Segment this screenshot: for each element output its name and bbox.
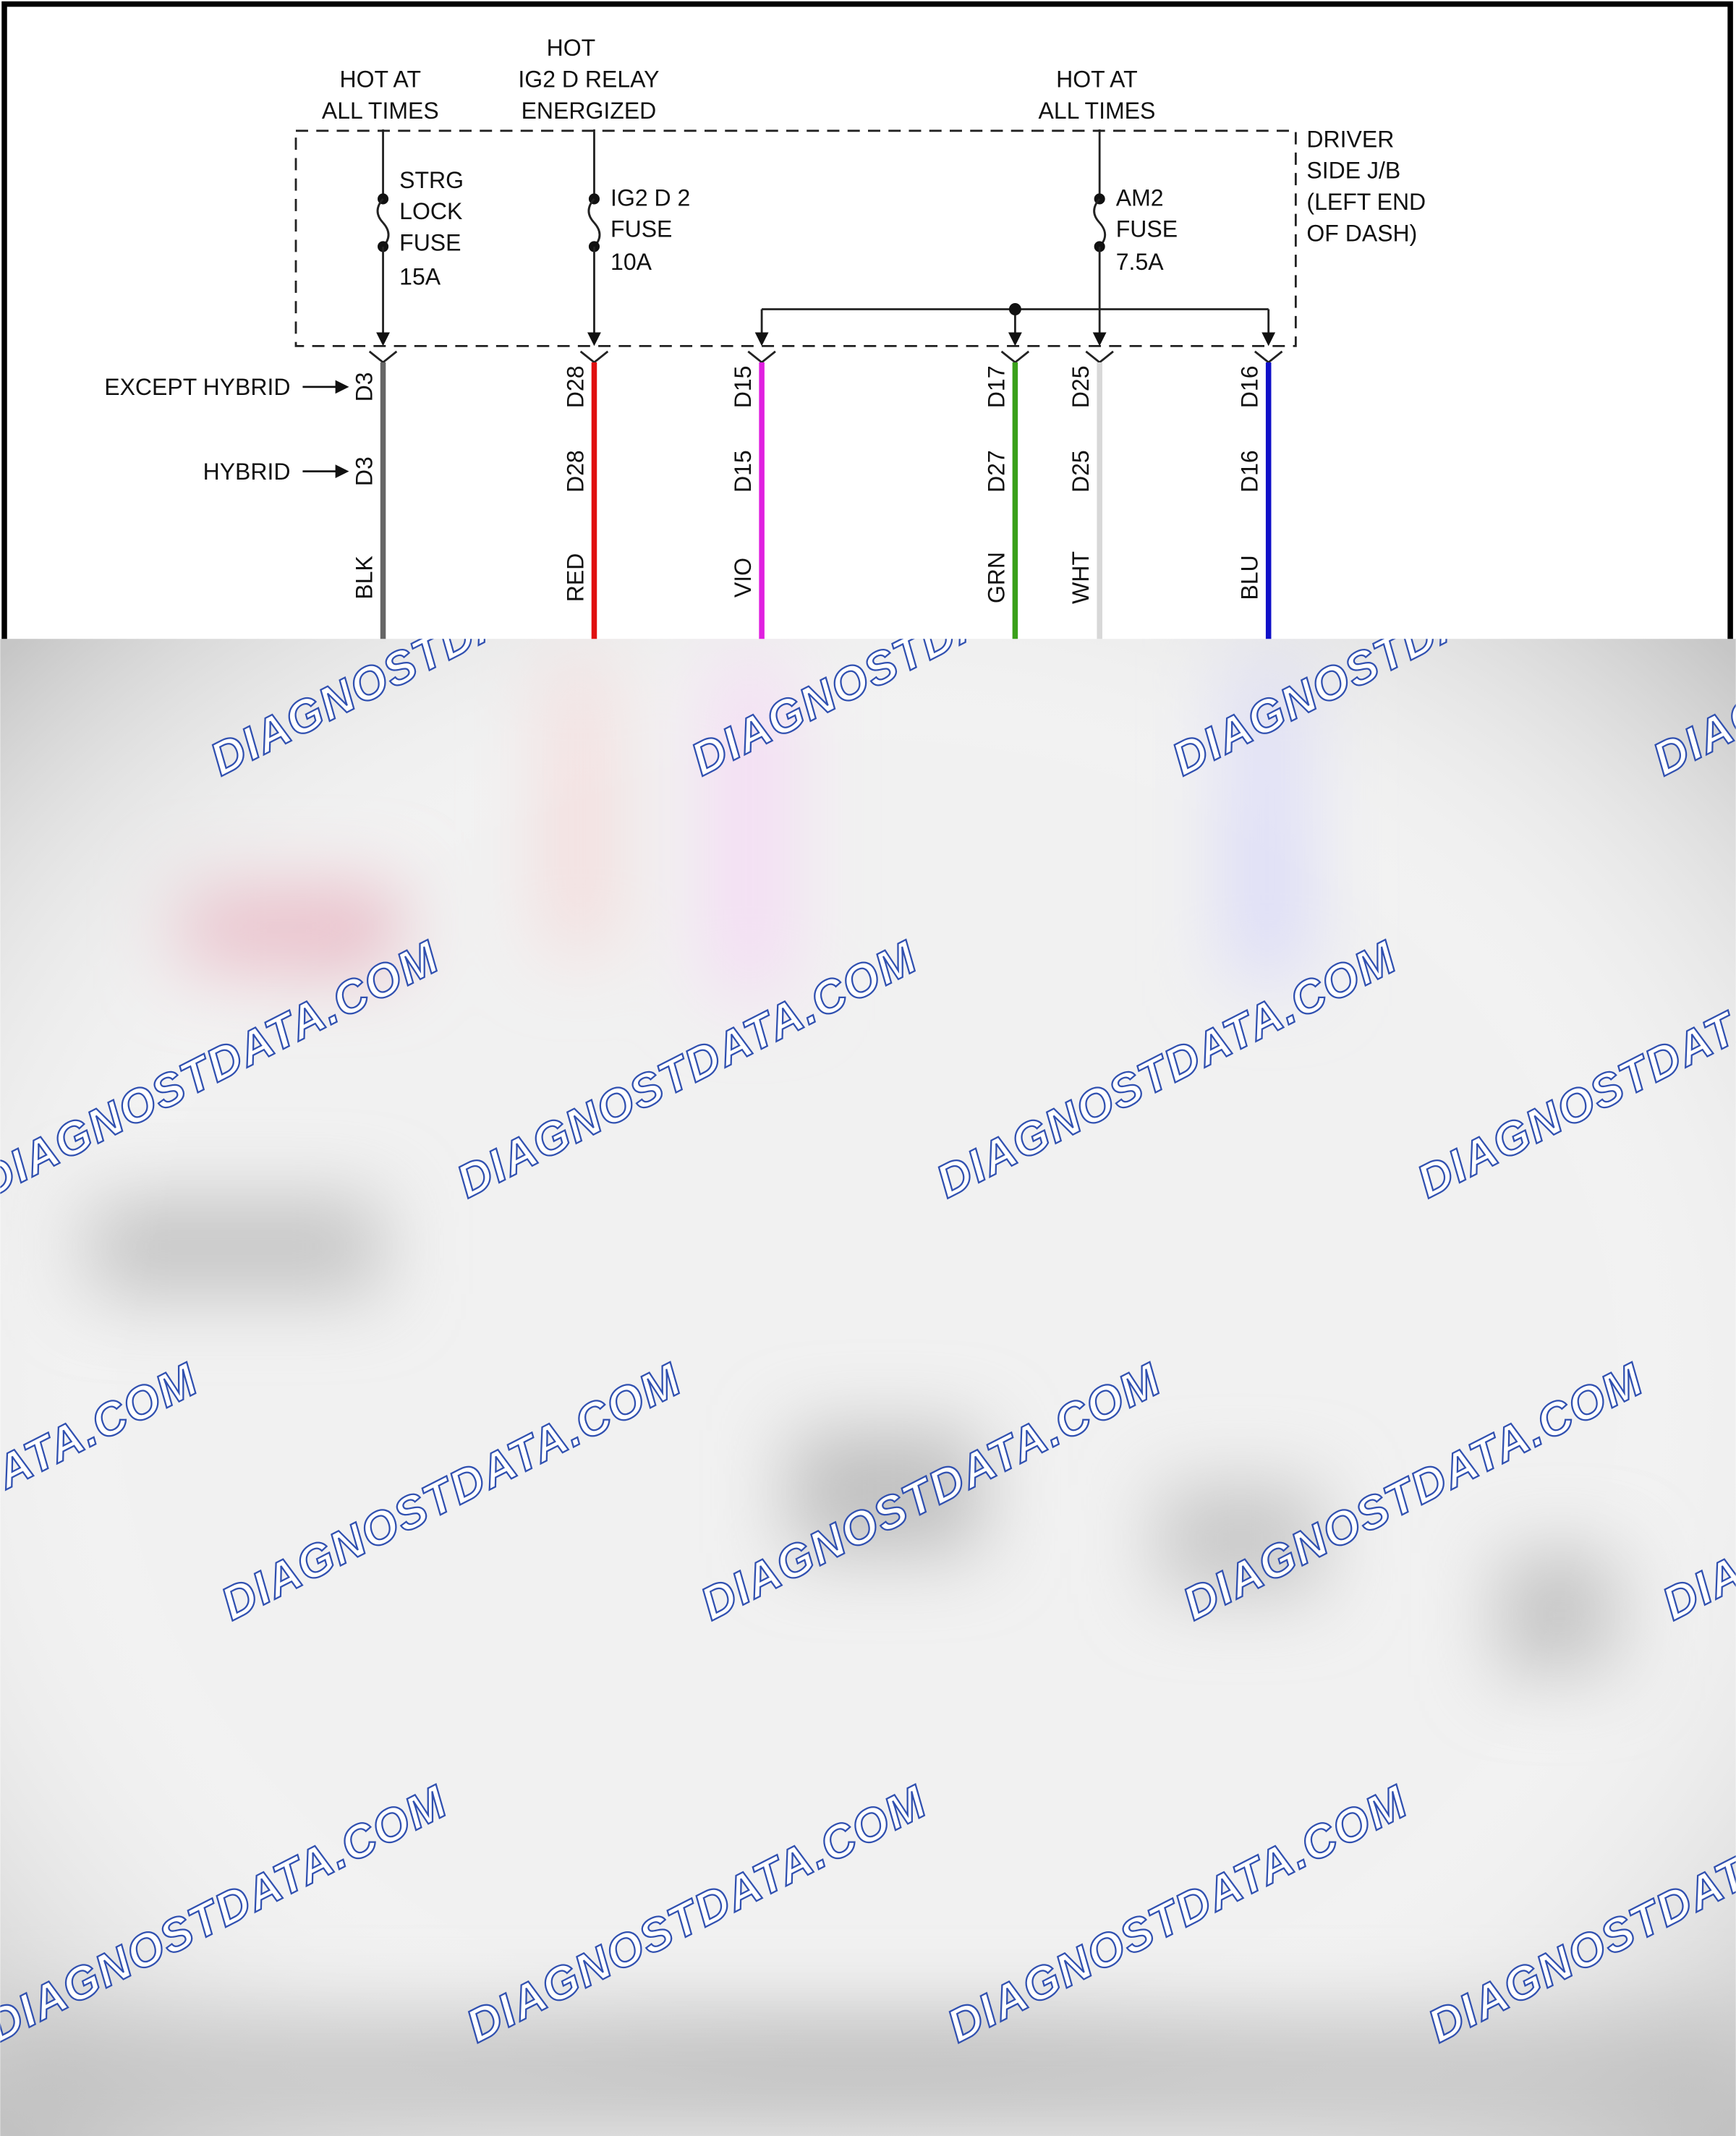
source-label: ENERGIZED	[522, 98, 657, 124]
vignette	[0, 639, 1736, 2136]
color-code: VIO	[730, 558, 756, 597]
color-code: BLK	[351, 556, 377, 599]
connector	[1000, 350, 1030, 364]
pin-hybrid: D16	[1237, 450, 1263, 493]
arrowhead	[335, 464, 349, 479]
variant-label: HYBRID	[203, 459, 291, 485]
pin-except-hybrid: D16	[1237, 366, 1263, 409]
fuse-label: FUSE	[1116, 216, 1178, 242]
junction-label: SIDE J/B	[1306, 158, 1400, 184]
fuse-label: FUSE	[610, 216, 672, 242]
arrowhead	[376, 332, 390, 346]
fuse-label: 10A	[610, 249, 652, 275]
arrowhead	[335, 380, 349, 394]
junction-label: OF DASH)	[1306, 220, 1417, 246]
pin-except-hybrid: D15	[730, 366, 756, 409]
color-code: GRN	[983, 552, 1009, 603]
source-label: IG2 D RELAY	[518, 67, 659, 93]
pin-hybrid: D27	[983, 450, 1009, 493]
junction-label: DRIVER	[1306, 126, 1394, 152]
junction-label: (LEFT END	[1306, 189, 1426, 215]
frame	[1, 1, 1733, 639]
fuse-label: AM2	[1116, 184, 1164, 210]
arrowhead	[754, 332, 769, 346]
fuse-symbol	[587, 198, 601, 247]
source-label: ALL TIMES	[1038, 98, 1155, 124]
pin-hybrid: D25	[1068, 450, 1094, 493]
fuse-label: FUSE	[399, 230, 461, 256]
connector	[1254, 350, 1283, 364]
variant-label: EXCEPT HYBRID	[104, 374, 290, 400]
pin-except-hybrid: D25	[1068, 366, 1094, 409]
fuse-label: LOCK	[399, 198, 462, 224]
connector	[747, 350, 776, 364]
fuse-label: STRG	[399, 167, 464, 193]
connector	[368, 350, 398, 364]
color-code: RED	[562, 553, 588, 603]
connector	[1085, 350, 1114, 364]
fuse-label: 15A	[399, 264, 441, 290]
fuse-symbol	[376, 198, 390, 247]
pin-except-hybrid: D3	[351, 372, 377, 401]
pin-hybrid: D28	[562, 450, 588, 493]
color-code: BLU	[1237, 555, 1263, 600]
pin-hybrid: D15	[730, 450, 756, 493]
splice	[1008, 303, 1021, 315]
junction-box-outline	[294, 129, 1297, 347]
pin-hybrid: D3	[351, 456, 377, 486]
arrowhead	[1008, 332, 1022, 346]
source-label: HOT AT	[339, 67, 421, 93]
fuse-label: 7.5A	[1116, 249, 1164, 275]
pin-except-hybrid: D28	[562, 366, 588, 409]
fuse-symbol	[1093, 198, 1107, 247]
arrowhead	[1261, 332, 1276, 346]
connector	[579, 350, 609, 364]
source-label: HOT	[547, 35, 596, 61]
source-label: HOT AT	[1056, 67, 1138, 93]
arrowhead	[587, 332, 601, 346]
pin-except-hybrid: D17	[983, 366, 1009, 409]
fuse-label: IG2 D 2	[610, 184, 690, 210]
arrowhead	[1092, 332, 1107, 346]
color-code: WHT	[1068, 551, 1094, 604]
source-label: ALL TIMES	[322, 98, 439, 124]
